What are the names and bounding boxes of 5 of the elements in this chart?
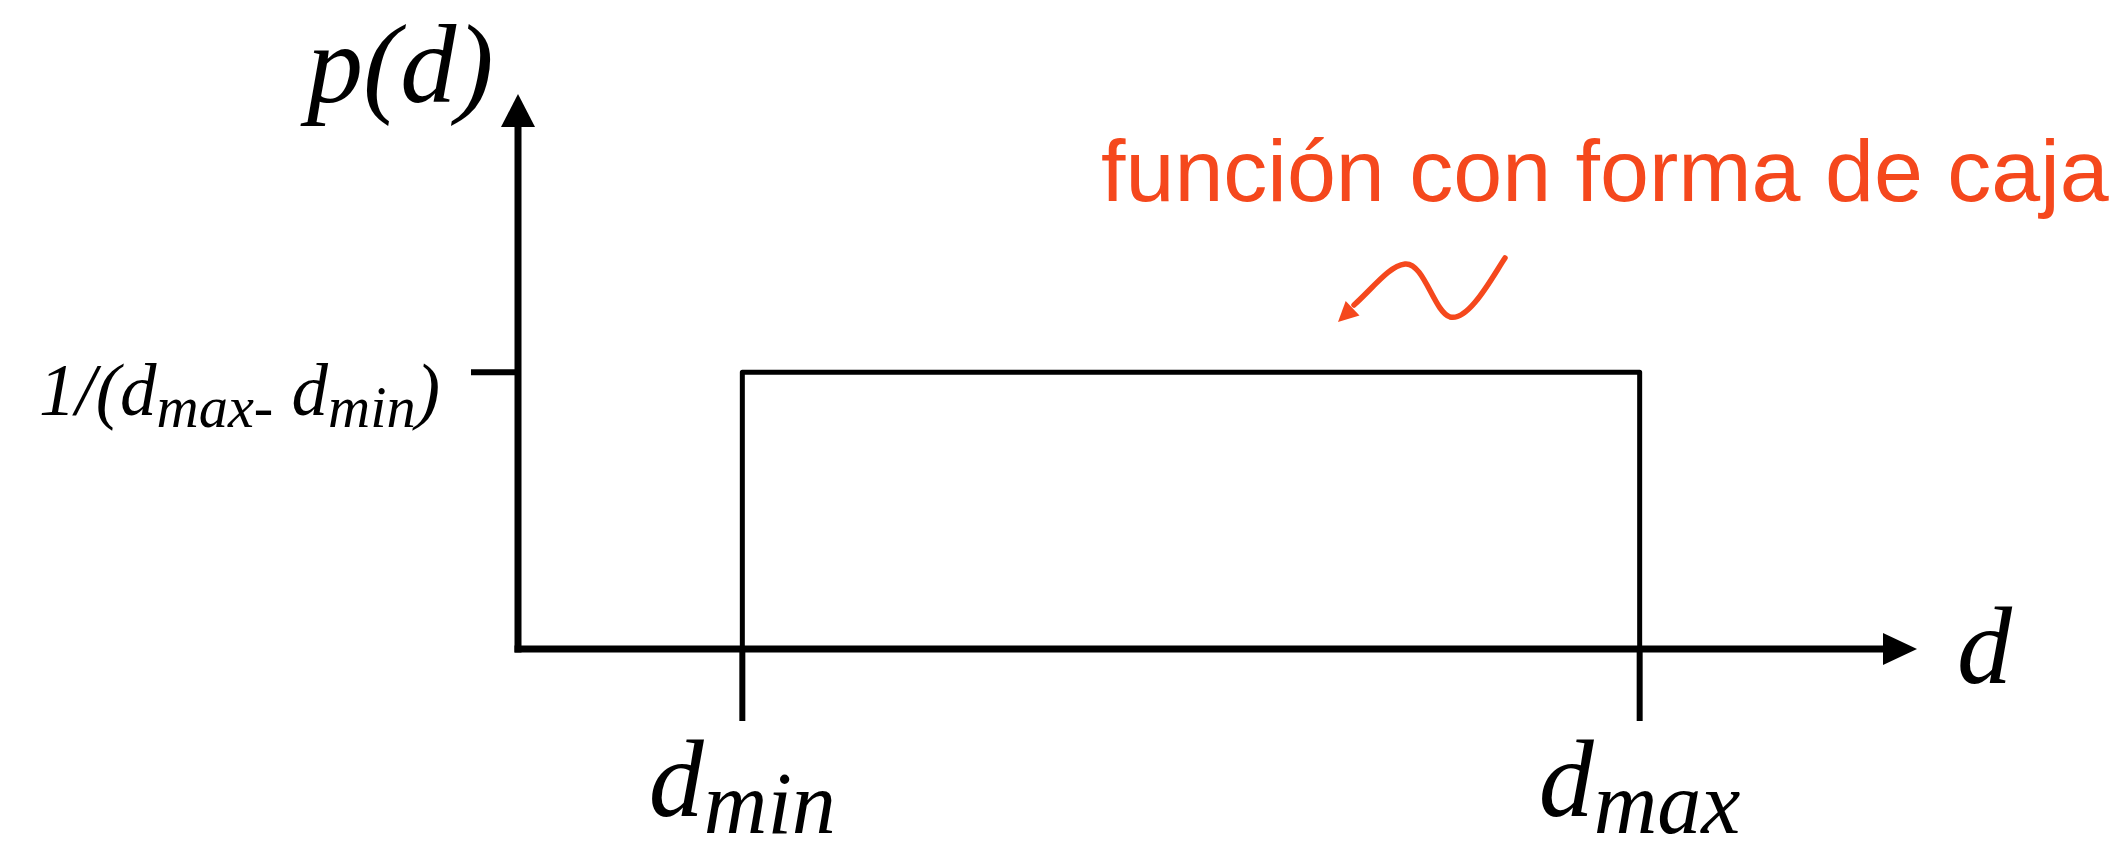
x-axis-title: d — [1957, 584, 2012, 707]
text: 1/(d$_{max-}$ d$_{min}$) — [39, 350, 440, 440]
text: función con forma de caja — [1101, 120, 2109, 220]
x-tick-label: d$_{max}$ — [1538, 717, 1741, 853]
x-tick-label: d$_{min}$ — [648, 717, 836, 853]
